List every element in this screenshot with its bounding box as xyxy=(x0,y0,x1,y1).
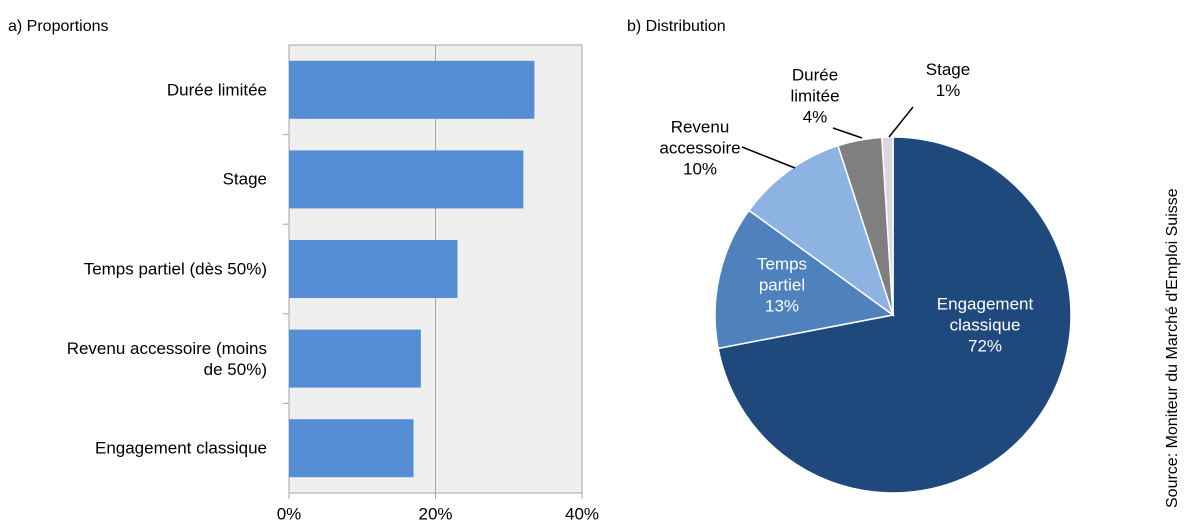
category-label: Engagement classique xyxy=(936,294,1034,335)
pie-slice xyxy=(717,136,1072,494)
x-tick-label: 40% xyxy=(565,504,599,523)
category-label: Revenu accessoire xyxy=(659,117,741,158)
x-tick-label: 0% xyxy=(277,504,302,523)
category-label: Temps partiel xyxy=(756,254,808,295)
value-label: 72% xyxy=(967,336,1003,356)
slice-label: Temps partiel 13% xyxy=(737,254,827,317)
chart-title: a) Proportions xyxy=(8,18,109,35)
bar xyxy=(289,419,414,478)
y-tick-label: Stage xyxy=(222,169,267,189)
source-note: Source: Moniteur du Marché d'Emploi Suis… xyxy=(1164,188,1181,508)
category-label: Durée limitée xyxy=(790,65,840,106)
x-tick-label: 20% xyxy=(418,504,452,523)
y-tick-label: Durée limitée xyxy=(166,80,267,100)
pie-slice xyxy=(881,136,894,316)
leader-line xyxy=(741,146,796,169)
value-label: 4% xyxy=(802,107,828,127)
value-label: 1% xyxy=(935,81,961,100)
slice-label: Stage 1% xyxy=(913,59,983,101)
value-label: 10% xyxy=(682,159,718,179)
pie-slice xyxy=(747,144,895,317)
slice-label: Revenu accessoire 10% xyxy=(645,117,755,180)
pie-slice xyxy=(714,209,895,350)
slice-label: Durée limitée 4% xyxy=(780,65,850,128)
bar xyxy=(289,240,458,298)
y-tick-label: Temps partiel (dès 50%) xyxy=(83,259,267,279)
value-label: 13% xyxy=(764,296,800,316)
bar xyxy=(289,329,421,388)
y-tick-label: Revenu accessoire (moins de 50%) xyxy=(66,338,267,379)
category-label: Stage xyxy=(925,60,971,79)
bar xyxy=(289,60,535,119)
slice-label: Engagement classique 72% xyxy=(920,294,1050,357)
leader-line xyxy=(888,106,914,138)
bar xyxy=(289,150,524,209)
y-tick-label: Engagement classique xyxy=(94,438,267,458)
leader-line xyxy=(832,127,863,139)
chart-title: b) Distribution xyxy=(627,18,726,35)
